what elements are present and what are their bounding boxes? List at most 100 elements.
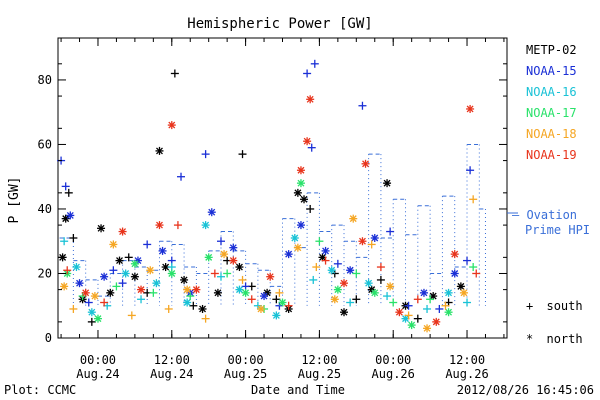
marker-south [466,166,475,175]
marker-north [61,214,70,223]
marker-north [87,308,96,317]
x-tick-date: Aug.24 [150,367,193,381]
marker-stroke-d2 [229,244,237,252]
marker-north [204,253,213,262]
marker-stroke-d2 [303,137,311,145]
marker-south [423,304,432,313]
marker-stroke-d2 [383,179,391,187]
marker-south [100,298,109,307]
marker-stroke-d2 [72,263,80,271]
marker-north [361,159,370,168]
marker-north [456,282,465,291]
y-axis-label: P [GW] [7,177,22,224]
marker-stroke-d2 [371,289,379,297]
y-tick-label: 80 [38,73,52,87]
marker-stroke-d2 [91,292,99,300]
marker-stroke-d2 [131,273,139,281]
marker-north [450,250,459,259]
marker-north [459,288,468,297]
marker-stroke-d2 [235,263,243,271]
marker-north [330,295,339,304]
ovation-legend: – Ovation Prime HPI [512,208,590,237]
marker-stroke-d2 [106,289,114,297]
marker-stroke-d2 [205,253,213,261]
marker-north [340,279,349,288]
marker-south [69,304,78,313]
marker-stroke-d2 [162,263,170,271]
marker-stroke-d2 [432,318,440,326]
marker-south [61,182,70,191]
satellite-markers [57,59,481,333]
marker-north [229,256,238,265]
marker-north [260,292,269,301]
marker-south [469,195,478,204]
marker-stroke-d2 [279,299,286,306]
y-tick-label: 20 [38,266,52,280]
marker-north [66,211,75,220]
marker-north [93,314,102,323]
marker-stroke-d2 [457,282,465,290]
marker-stroke-d2 [235,286,243,294]
marker-stroke-d2 [202,221,210,229]
marker-south [413,295,422,304]
marker-north [318,253,327,262]
marker-south [87,317,96,326]
marker-north [296,221,305,230]
marker-stroke-d2 [297,221,305,229]
marker-south [426,295,435,304]
marker-north [386,282,395,291]
marker-stroke-d2 [445,308,453,316]
marker-south [63,266,72,275]
marker-south [312,263,321,272]
marker-north [75,279,84,288]
marker-stroke-d2 [183,299,191,306]
marker-stroke-d2 [152,279,160,287]
marker-north [321,246,330,255]
marker-south [69,234,78,242]
marker-north [444,288,453,297]
marker-south [223,269,232,278]
marker-north [303,137,312,146]
marker-south [272,295,281,304]
marker-stroke-d2 [257,305,265,313]
marker-north [201,221,210,230]
marker-legend: + south * north [526,299,583,346]
marker-south [463,256,472,265]
marker-south [463,298,472,307]
marker-north [419,288,428,297]
marker-stroke-d2 [285,250,293,258]
marker-stroke-d2 [328,266,336,274]
marker-north [198,304,207,313]
marker-stroke-d2 [460,289,468,297]
marker-south [346,298,355,307]
marker-south [435,304,444,313]
marker-north [296,166,305,175]
marker-north [158,246,167,255]
x-axis-label: Date and Time [251,383,345,397]
marker-south [303,69,312,78]
marker-stroke-d2 [208,208,216,216]
marker-stroke-d2 [156,221,163,229]
marker-stroke-d2 [451,270,459,277]
marker-south [238,150,247,159]
marker-south [358,101,367,110]
marker-north [109,240,118,249]
x-tick-time: 12:00 [154,353,190,367]
ovation-legend-line2: Prime HPI [525,223,590,237]
marker-north [130,272,139,281]
marker-stroke-d2 [429,292,437,300]
marker-south [333,259,342,268]
marker-stroke-d2 [146,266,154,274]
marker-stroke-d2 [260,292,268,300]
x-tick-time: 00:00 [228,353,264,367]
marker-north [137,285,146,294]
marker-legend-north: * north [526,332,583,346]
marker-stroke-d2 [362,160,369,168]
marker-north [167,269,176,278]
marker-south [173,221,182,230]
marker-south [321,256,330,265]
marker-stroke-d2 [408,321,416,329]
marker-south [84,298,93,307]
